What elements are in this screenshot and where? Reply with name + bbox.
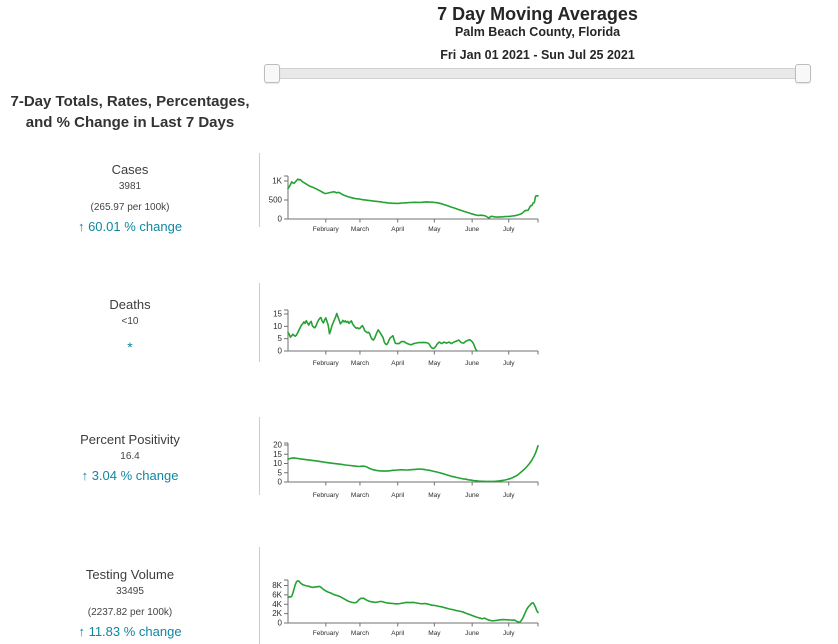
slider-handle-left[interactable] — [264, 64, 280, 83]
svg-text:July: July — [503, 492, 515, 499]
svg-text:0: 0 — [278, 619, 283, 628]
svg-text:June: June — [465, 360, 479, 367]
dashboard-header: 7 Day Moving Averages Palm Beach County,… — [264, 0, 811, 63]
svg-text:June: June — [465, 492, 479, 499]
svg-text:April: April — [391, 360, 405, 367]
up-arrow-icon: ↑ — [78, 624, 85, 639]
deaths-chart: 0 5 10 15 February March April May June July — [273, 309, 539, 367]
svg-text:April: April — [391, 492, 405, 499]
svg-text:May: May — [428, 360, 441, 367]
svg-text:July: July — [503, 360, 515, 367]
date-range-label: Fri Jan 01 2021 - Sun Jul 25 2021 — [440, 48, 635, 62]
svg-text:March: March — [351, 360, 369, 367]
stat-value: 16.4 — [120, 451, 140, 462]
svg-text:500: 500 — [269, 196, 283, 205]
svg-text:5: 5 — [278, 334, 283, 343]
date-range-slider[interactable] — [264, 64, 811, 83]
stat-title: Testing Volume — [85, 567, 175, 582]
svg-text:April: April — [391, 226, 405, 233]
svg-text:15: 15 — [273, 309, 282, 318]
svg-text:10: 10 — [273, 459, 282, 468]
chart-cell-divider — [259, 283, 260, 362]
stat-change-label: 3.04 % change — [91, 468, 179, 483]
svg-text:February: February — [313, 360, 340, 367]
svg-text:2K: 2K — [272, 609, 282, 618]
svg-text:March: March — [351, 226, 369, 233]
chart-cell-divider — [259, 153, 260, 227]
stat-change: ↑ 3.04 % change — [0, 468, 260, 483]
svg-text:February: February — [313, 226, 340, 233]
cases-chart: 0 500 1K February March April May June July — [269, 175, 539, 233]
stat-title: Cases — [111, 162, 149, 177]
stat-value: 3981 — [118, 181, 142, 192]
svg-text:June: June — [465, 630, 479, 637]
stat-testing-volume: Testing Volume 33495 (2237.82 per 100k) … — [0, 567, 260, 639]
svg-text:0: 0 — [278, 478, 283, 487]
chart-cell-divider — [259, 417, 260, 495]
svg-text:May: May — [428, 630, 441, 637]
svg-text:March: March — [351, 630, 369, 637]
chart-cell-divider — [259, 547, 260, 644]
stat-per-100k: (265.97 per 100k) — [90, 202, 170, 213]
svg-text:May: May — [428, 492, 441, 499]
svg-text:10: 10 — [273, 322, 282, 331]
stats-column-heading: 7-Day Totals, Rates, Percentages, and % … — [10, 93, 250, 131]
svg-text:4K: 4K — [272, 600, 282, 609]
slider-track[interactable] — [265, 68, 810, 79]
svg-text:February: February — [313, 492, 340, 499]
svg-text:0: 0 — [278, 215, 283, 224]
page-title: 7 Day Moving Averages — [437, 4, 638, 24]
stat-change-label: 60.01 % change — [88, 219, 183, 234]
svg-text:July: July — [503, 630, 515, 637]
stat-cases: Cases 3981 (265.97 per 100k) ↑ 60.01 % c… — [0, 162, 260, 234]
suppressed-data-asterisk: * — [127, 339, 133, 355]
page-subtitle: Palm Beach County, Florida — [454, 25, 621, 39]
stat-title: Deaths — [109, 297, 151, 312]
svg-text:0: 0 — [278, 347, 283, 356]
slider-handle-right[interactable] — [795, 64, 811, 83]
svg-text:8K: 8K — [272, 581, 282, 590]
svg-text:15: 15 — [273, 450, 282, 459]
svg-text:June: June — [465, 226, 479, 233]
svg-text:May: May — [428, 226, 441, 233]
svg-text:March: March — [351, 492, 369, 499]
stat-percent-positivity: Percent Positivity 16.4 ↑ 3.04 % change — [0, 432, 260, 483]
svg-text:July: July — [503, 226, 515, 233]
svg-text:20: 20 — [273, 441, 282, 450]
stat-deaths: Deaths <10 * — [0, 297, 260, 355]
svg-text:February: February — [313, 630, 340, 637]
stat-per-100k: (2237.82 per 100k) — [87, 607, 173, 618]
stat-value: <10 — [121, 316, 139, 327]
up-arrow-icon: ↑ — [81, 468, 89, 483]
stat-change: ↑ 11.83 % change — [0, 624, 260, 639]
svg-text:5: 5 — [278, 468, 283, 477]
stat-title: Percent Positivity — [80, 432, 180, 447]
svg-text:April: April — [391, 630, 405, 637]
up-arrow-icon: ↑ — [77, 219, 85, 234]
stat-change: ↑ 60.01 % change — [0, 219, 260, 234]
stat-value: 33495 — [116, 586, 144, 597]
stat-change-label: 11.83 % change — [88, 624, 182, 639]
svg-text:6K: 6K — [272, 590, 282, 599]
svg-text:1K: 1K — [272, 177, 282, 186]
